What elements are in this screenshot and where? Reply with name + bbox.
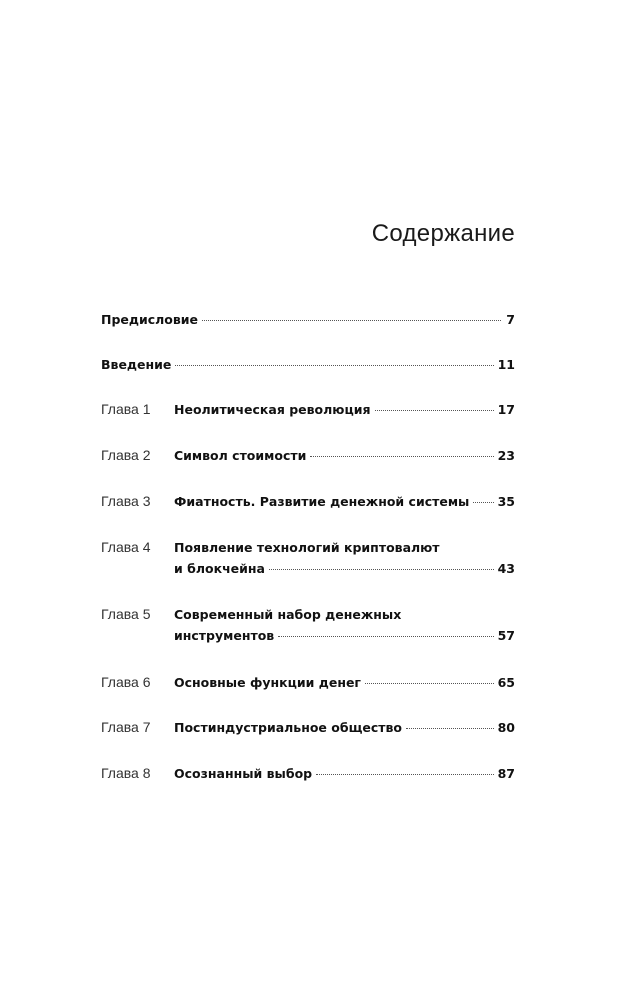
- chapter-label: Глава 7: [101, 719, 151, 735]
- entry-title: Неолитическая революция: [174, 402, 371, 417]
- page-number: 80: [497, 720, 515, 735]
- entry-title: Современный набор денежных: [174, 607, 402, 622]
- page-number: 57: [497, 628, 515, 643]
- dot-leader: [268, 569, 494, 570]
- dot-leader: [473, 502, 494, 503]
- dot-leader: [364, 683, 494, 684]
- dot-leader: [310, 456, 494, 457]
- page-number: 35: [497, 494, 515, 509]
- dot-leader: [374, 410, 494, 411]
- page-number: 65: [497, 675, 515, 690]
- entry-title: инструментов: [174, 628, 275, 643]
- entry-title: Появление технологий криптовалют: [174, 540, 440, 555]
- dot-leader: [316, 774, 494, 775]
- dot-leader: [406, 728, 494, 729]
- chapter-label: Глава 2: [101, 447, 151, 463]
- page-number: 87: [497, 766, 515, 781]
- page-number: 17: [497, 402, 515, 417]
- page-number: 7: [506, 312, 515, 327]
- entry-title: Предисловие: [101, 312, 199, 327]
- entry-title: Символ стоимости: [174, 448, 307, 463]
- chapter-label: Глава 3: [101, 493, 151, 509]
- page-title: Содержание: [371, 220, 515, 247]
- entry-title: Введение: [101, 357, 172, 372]
- entry-title: Фиатность. Развитие денежной системы: [174, 494, 470, 509]
- chapter-label: Глава 1: [101, 401, 151, 417]
- entry-title: Осознанный выбор: [174, 766, 313, 781]
- chapter-label: Глава 8: [101, 765, 151, 781]
- entry-title: Постиндустриальное общество: [174, 720, 403, 735]
- dot-leader: [202, 320, 501, 321]
- page-number: 23: [497, 448, 515, 463]
- entry-title: Основные функции денег: [174, 675, 361, 690]
- dot-leader: [175, 365, 494, 366]
- chapter-label: Глава 6: [101, 674, 151, 690]
- page-number: 11: [497, 357, 515, 372]
- chapter-label: Глава 5: [101, 606, 151, 622]
- page-number: 43: [497, 561, 515, 576]
- dot-leader: [278, 636, 494, 637]
- entry-title: и блокчейна: [174, 561, 265, 576]
- chapter-label: Глава 4: [101, 539, 151, 555]
